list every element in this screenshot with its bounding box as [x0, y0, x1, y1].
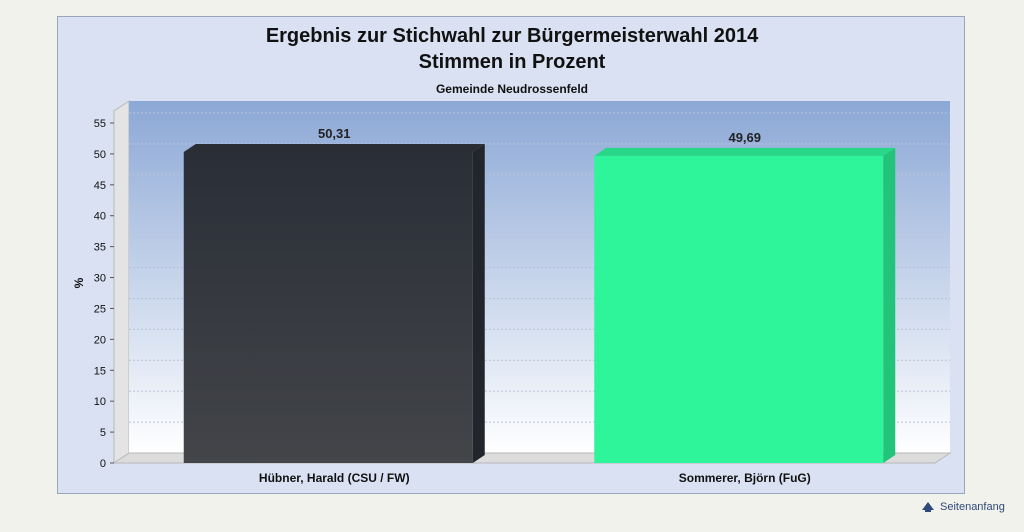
y-tick-label: 15 — [94, 365, 106, 377]
bar-side — [472, 143, 485, 463]
bar-value-label: 50,31 — [318, 126, 351, 141]
y-tick-label: 30 — [94, 273, 106, 285]
y-tick-label: 10 — [94, 396, 106, 408]
y-tick-label: 40 — [94, 211, 106, 223]
plot-left-wall — [113, 100, 130, 464]
bar-top — [183, 143, 485, 152]
bar-value-label: 49,69 — [728, 130, 761, 145]
bar-top — [594, 147, 896, 156]
y-tick-label: 35 — [94, 242, 106, 254]
bar-chart: Ergebnis zur Stichwahl zur Bürgermeister… — [72, 25, 952, 485]
bar-front — [183, 151, 473, 463]
y-axis: 0 5 10 15 20 25 30 35 40 45 50 55 — [94, 118, 114, 470]
x-category-label: Hübner, Harald (CSU / FW) — [259, 471, 410, 485]
x-category-label: Sommerer, Björn (FuG) — [679, 471, 811, 485]
chart-panel: Ergebnis zur Stichwahl zur Bürgermeister… — [57, 16, 965, 494]
chart-title: Ergebnis zur Stichwahl zur Bürgermeister… — [266, 25, 759, 47]
bars: 50,31 49,69 — [183, 126, 896, 464]
y-tick-label: 50 — [94, 149, 106, 161]
y-tick-label: 45 — [94, 180, 106, 192]
y-tick-label: 0 — [100, 458, 106, 470]
back-to-top-link[interactable]: Seitenanfang — [922, 498, 1005, 516]
bar-front — [594, 155, 884, 464]
bar-side — [883, 147, 896, 464]
y-tick-label: 25 — [94, 303, 106, 315]
back-to-top-label: Seitenanfang — [940, 501, 1005, 513]
y-axis-label: % — [72, 277, 86, 288]
y-tick-label: 20 — [94, 334, 106, 346]
chart-subtitle: Stimmen in Prozent — [419, 51, 606, 73]
chart-subtitle-municipality: Gemeinde Neudrossenfeld — [436, 82, 588, 96]
y-tick-label: 5 — [100, 427, 106, 439]
y-tick-label: 55 — [94, 118, 106, 130]
arrow-up-icon — [922, 502, 934, 512]
x-axis: Hübner, Harald (CSU / FW) Sommerer, Björn… — [259, 471, 811, 485]
